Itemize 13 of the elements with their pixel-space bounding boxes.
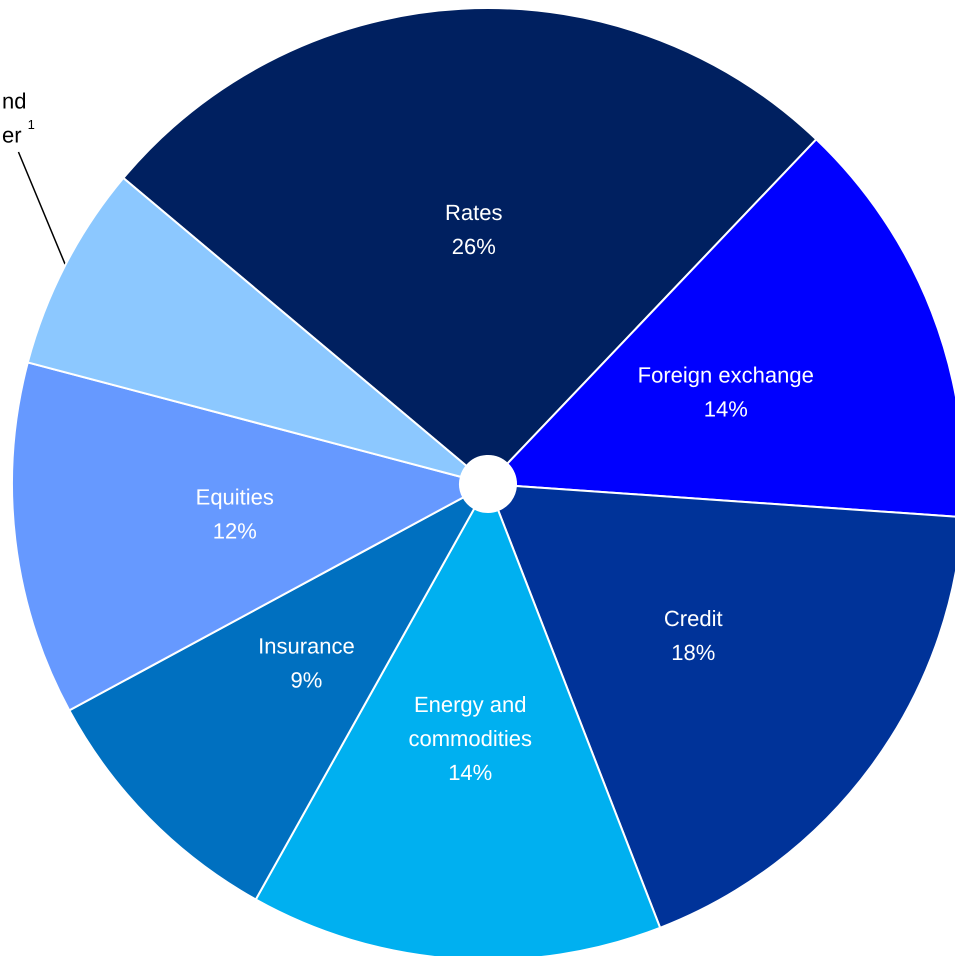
slice-label: Credit — [664, 606, 723, 631]
data-label: 9% — [290, 668, 322, 693]
data-label: 18% — [671, 640, 716, 665]
slice-label: Insurance — [258, 634, 355, 659]
slice-label: Rates — [445, 200, 503, 225]
slice-label: Equities — [196, 484, 274, 510]
slice-label: Foreign exchange — [638, 362, 814, 388]
data-label: 12% — [212, 518, 257, 544]
slice-label: Energy and commodities — [408, 692, 532, 751]
data-label: 14% — [704, 396, 748, 422]
data-label: 26% — [452, 234, 496, 259]
data-label: 14% — [448, 760, 492, 785]
slice-label: nd er 1 — [2, 88, 35, 148]
